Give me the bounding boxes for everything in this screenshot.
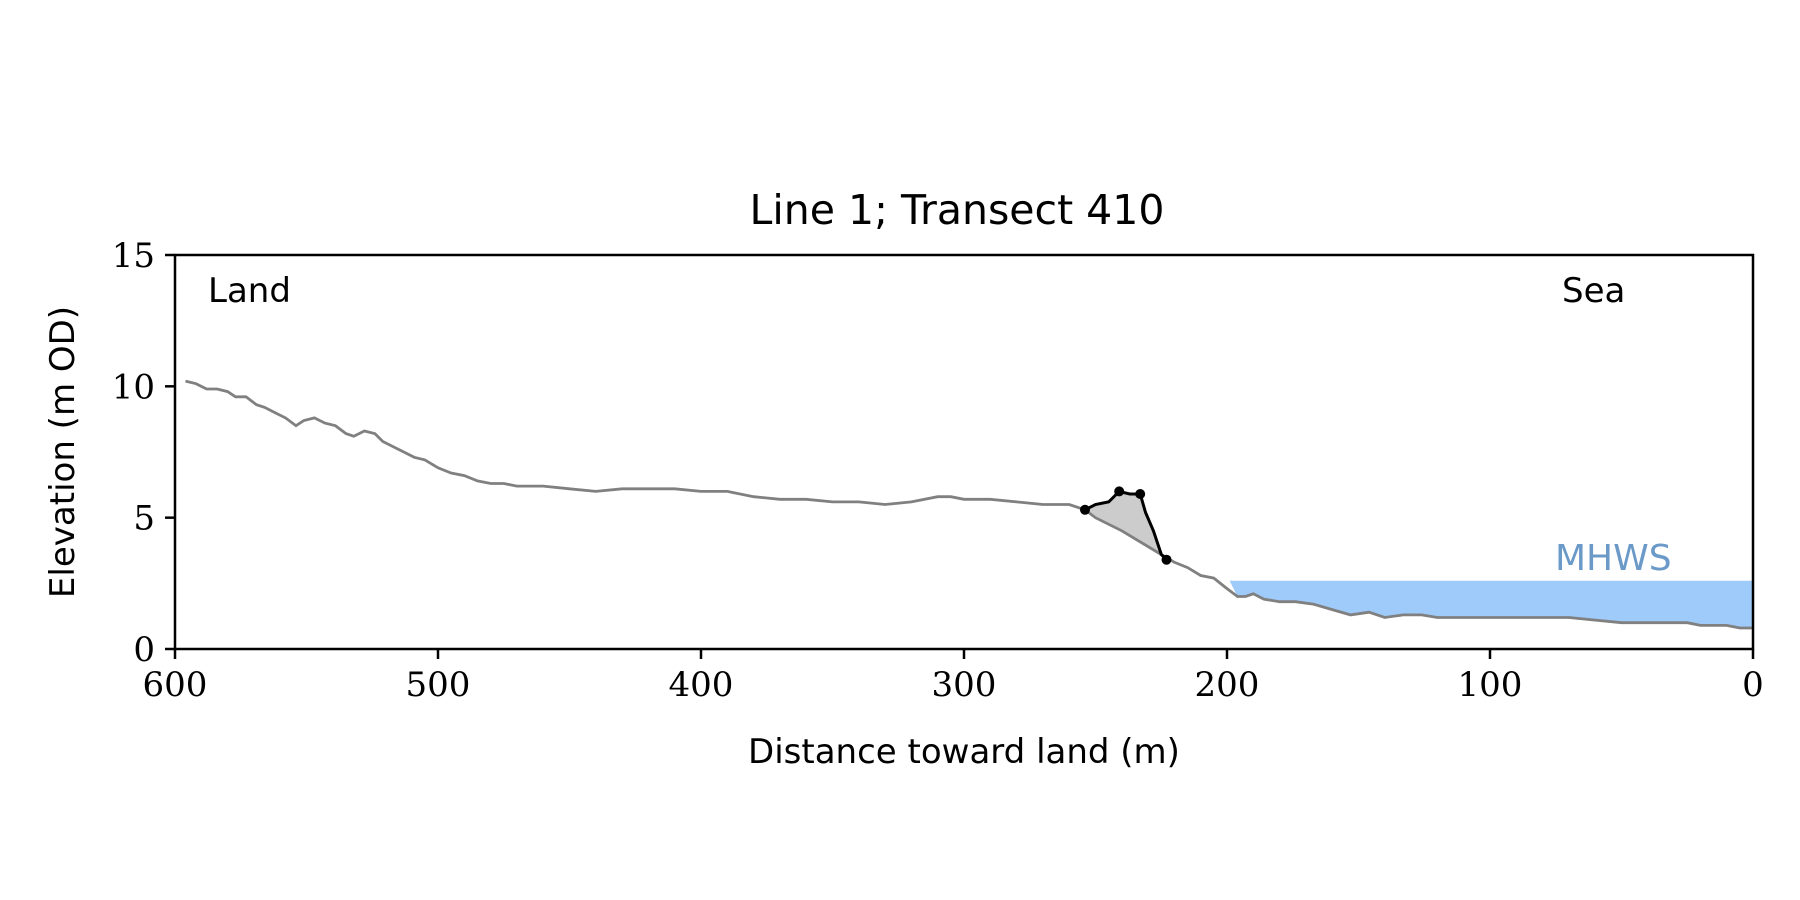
y-axis-label: Elevation (m OD) <box>43 306 83 598</box>
feature-shaded-area <box>1085 491 1167 560</box>
y-tick-label: 5 <box>133 499 155 539</box>
y-tick-label: 0 <box>133 630 155 670</box>
land-label: Land <box>208 271 291 311</box>
x-tick-label: 600 <box>143 665 208 705</box>
mhws-band <box>1229 580 1753 628</box>
feature-marker <box>1161 554 1172 565</box>
sea-label: Sea <box>1562 271 1625 311</box>
y-axis: 0 5 10 15 <box>112 236 175 670</box>
x-tick-label: 300 <box>932 665 997 705</box>
y-tick-label: 10 <box>112 367 155 407</box>
mhws-label: MHWS <box>1555 538 1672 579</box>
y-tick-label: 15 <box>112 236 155 276</box>
feature-marker <box>1080 504 1090 515</box>
x-tick-label: 400 <box>669 665 734 705</box>
x-tick-label: 0 <box>1742 665 1764 705</box>
x-axis-label: Distance toward land (m) <box>748 732 1180 772</box>
feature-marker <box>1135 489 1146 499</box>
feature-marker <box>1114 486 1125 497</box>
feature-series-line <box>1084 489 1168 561</box>
x-tick-label: 500 <box>406 665 471 705</box>
plot-area <box>185 379 1753 630</box>
feature-markers <box>1080 486 1172 565</box>
x-tick-label: 200 <box>1195 665 1260 705</box>
profile-series-line <box>185 379 1753 630</box>
chart-title: Line 1; Transect 410 <box>750 186 1165 234</box>
x-axis: 600 500 400 300 200 100 0 <box>143 649 1764 705</box>
x-tick-label: 100 <box>1458 665 1523 705</box>
